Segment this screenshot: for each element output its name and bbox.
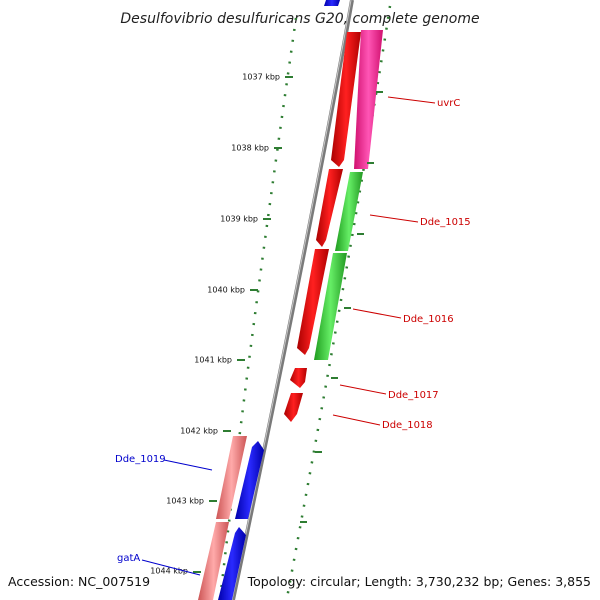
- tick-label: 1040 kbp: [207, 286, 245, 295]
- gene-label-uvrC: uvrC: [437, 98, 460, 109]
- tick-label: 1037 kbp: [242, 73, 280, 82]
- topology-text: Topology: circular; Length: 3,730,232 bp…: [247, 574, 591, 589]
- gene-label-dde-1018: Dde_1018: [382, 420, 433, 431]
- genome-backbone: [231, 0, 354, 600]
- cds-feature-blue-gatA: [218, 527, 246, 600]
- accession-text: Accession: NC_007519: [8, 574, 150, 589]
- tick-label: 1044 kbp: [150, 567, 188, 576]
- cds-feature-red-5: [284, 393, 303, 422]
- outer-minor-ticks: [300, 91, 383, 523]
- cds-feature-top-blue: [324, 0, 340, 6]
- gene-label-dde-1016: Dde_1016: [403, 314, 454, 325]
- cds-feature-salmon-gatA: [198, 522, 229, 600]
- tick-group-2: 1039 kbp: [220, 215, 271, 224]
- tick-group-4: 1041 kbp: [194, 356, 245, 365]
- tick-group-6: 1043 kbp: [166, 497, 217, 506]
- tick-group-0: 1037 kbp: [242, 73, 293, 82]
- gene-label-dde-1017: Dde_1017: [388, 390, 439, 401]
- tick-label: 1041 kbp: [194, 356, 232, 365]
- cds-feature-green-1015: [335, 172, 363, 251]
- cds-feature-red-4: [290, 368, 307, 388]
- tick-label: 1039 kbp: [220, 215, 258, 224]
- gene-leaders: [141, 96, 436, 576]
- gene-label-dde-1015: Dde_1015: [420, 217, 471, 228]
- tick-group-3: 1040 kbp: [207, 286, 258, 295]
- map-title: Desulfovibrio desulfuricans G20, complet…: [120, 11, 479, 27]
- cds-feature-blue-1019: [235, 441, 264, 519]
- tick-ring-inner: [218, 17, 298, 600]
- cds-feature-pink-uvrC: [354, 30, 383, 169]
- cds-feature-salmon-1019: [216, 436, 247, 519]
- tick-label: 1043 kbp: [166, 497, 204, 506]
- tick-group-5: 1042 kbp: [180, 427, 231, 436]
- tick-label: 1042 kbp: [180, 427, 218, 436]
- cds-feature-red-1: [331, 32, 361, 167]
- cds-feature-green-1016: [314, 253, 347, 360]
- gene-label-gatA: gatA: [117, 553, 140, 564]
- tick-group-1: 1038 kbp: [231, 144, 282, 153]
- cds-feature-red-2: [316, 169, 343, 247]
- tick-group-7: 1044 kbp: [150, 567, 201, 576]
- cds-feature-red-3: [297, 249, 329, 355]
- gene-label-dde-1019: Dde_1019: [115, 454, 166, 465]
- genome-backbone-highlight: [231, 0, 352, 600]
- tick-label: 1038 kbp: [231, 144, 269, 153]
